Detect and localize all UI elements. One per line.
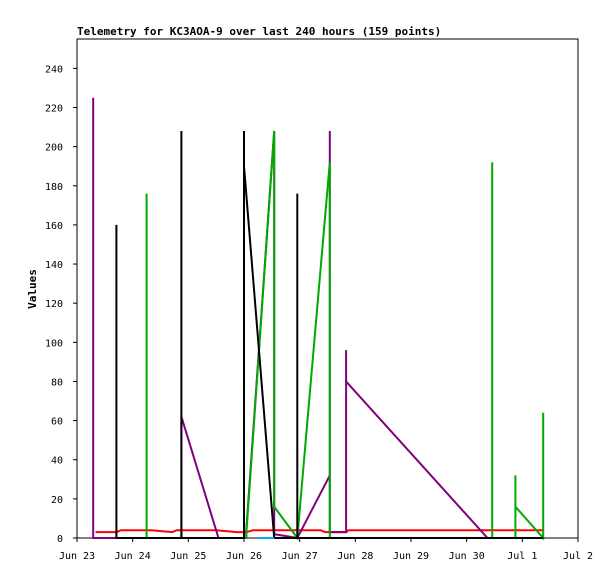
y-tick-label: 0: [57, 534, 63, 545]
series-line-1: [95, 529, 544, 534]
y-tick-label: 40: [51, 456, 63, 467]
series-line-3: [145, 130, 545, 541]
x-tick-label: Jun 25: [170, 551, 206, 562]
y-tick-label: 200: [45, 143, 63, 154]
y-tick-label: 120: [45, 299, 63, 310]
series-line-2: [92, 97, 544, 540]
y-tick-label: 160: [45, 221, 63, 232]
plot-frame: [76, 38, 579, 539]
x-tick-label: Jun 23: [59, 551, 95, 562]
x-axis: Jun 23 Jun 24 Jun 25 Jun 26 Jun 27 Jun 28 Jun …: [59, 538, 593, 562]
y-tick-label: 20: [51, 495, 63, 506]
x-tick-label: Jun 30: [449, 551, 485, 562]
y-tick-label: 220: [45, 103, 63, 114]
y-tick-label: 140: [45, 260, 63, 271]
chart-title: Telemetry for KC3AOA-9 over last 240 hou…: [77, 25, 441, 38]
y-tick-label: 180: [45, 182, 63, 193]
y-tick-label: 100: [45, 338, 63, 349]
y-tick-label: 240: [45, 64, 63, 75]
x-tick-label: Jun 28: [337, 551, 373, 562]
y-axis: 0 20 40 60 80 100 120 140 160 180 200 220 240: [45, 64, 77, 545]
series-layer: [92, 97, 545, 541]
y-axis-label: Values: [26, 269, 39, 309]
x-tick-label: Jul 1: [507, 551, 537, 562]
x-tick-label: Jun 24: [115, 551, 151, 562]
x-tick-label: Jun 27: [282, 551, 318, 562]
x-tick-label: Jun 26: [226, 551, 262, 562]
y-tick-label: 80: [51, 377, 63, 388]
series-line-4: [115, 131, 544, 539]
x-tick-label: Jul 2: [563, 551, 593, 562]
x-tick-label: Jun 29: [393, 551, 429, 562]
y-tick-label: 60: [51, 417, 63, 428]
